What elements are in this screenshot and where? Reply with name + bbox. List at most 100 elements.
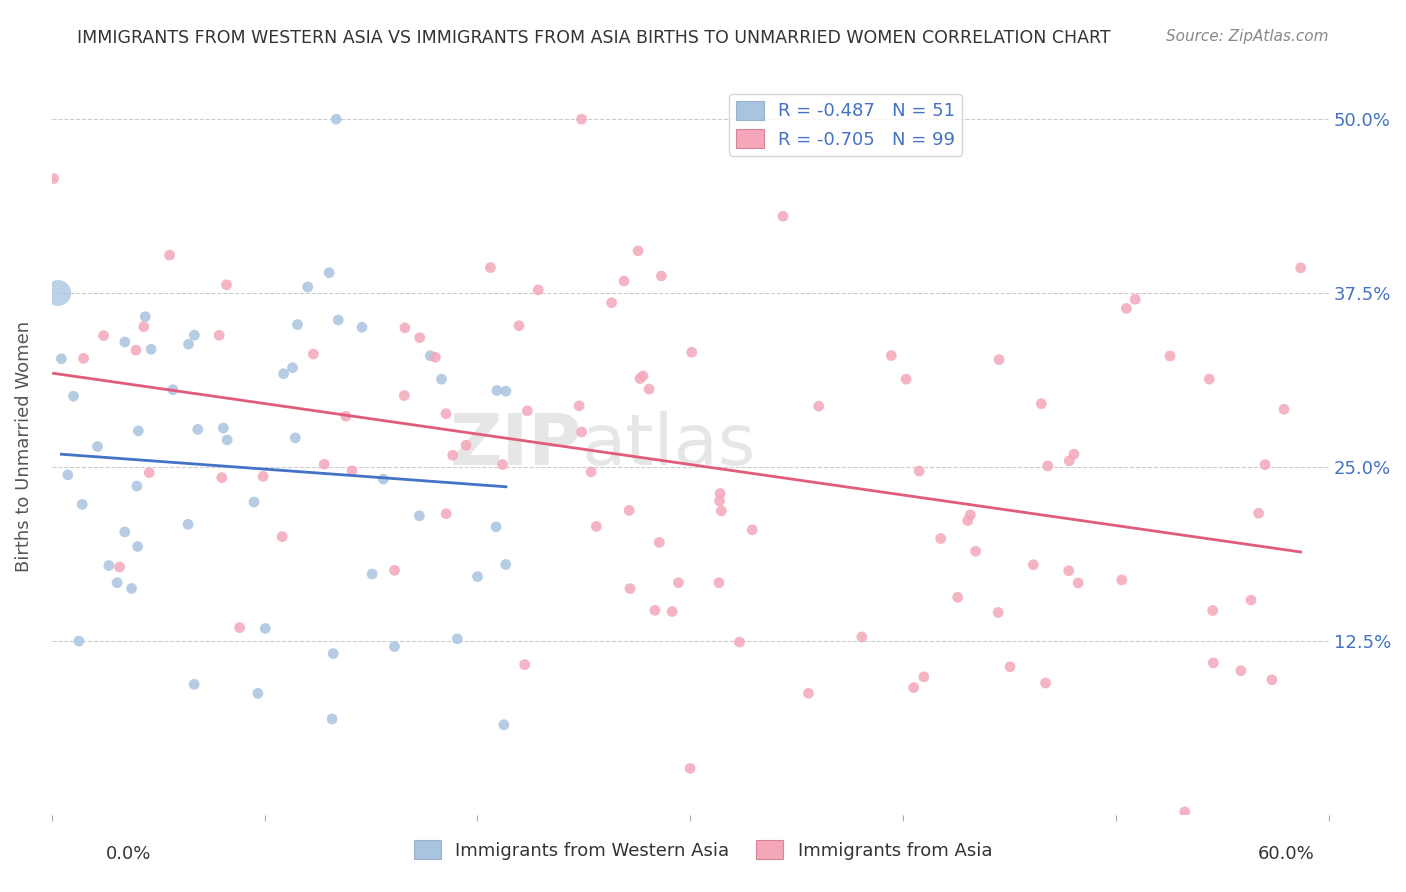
Point [105, 575, 128, 590]
Text: 60.0%: 60.0% [1258, 845, 1315, 863]
Point [243, 495, 266, 509]
Point [1036, 458, 1059, 473]
Point [467, 569, 489, 583]
Point [208, 328, 231, 343]
Point [302, 347, 325, 361]
Point [679, 761, 702, 775]
Point [321, 712, 343, 726]
Point [1063, 447, 1085, 461]
Point [631, 368, 654, 383]
Point [127, 424, 149, 438]
Point [187, 422, 209, 436]
Point [1174, 805, 1197, 819]
Point [254, 622, 277, 636]
Point [638, 382, 661, 396]
Point [728, 635, 751, 649]
Point [228, 621, 250, 635]
Point [138, 466, 160, 480]
Point [681, 345, 703, 359]
Point [284, 431, 307, 445]
Point [1031, 397, 1053, 411]
Point [797, 686, 820, 700]
Point [1111, 573, 1133, 587]
Point [314, 457, 336, 471]
Point [177, 337, 200, 351]
Point [425, 351, 447, 365]
Point [394, 321, 416, 335]
Point [434, 507, 457, 521]
Point [42, 171, 65, 186]
Text: ZIP: ZIP [450, 411, 582, 481]
Point [215, 277, 238, 292]
Point [273, 367, 295, 381]
Point [62, 389, 84, 403]
Point [772, 209, 794, 223]
Point [1057, 564, 1080, 578]
Point [322, 647, 344, 661]
Point [1240, 593, 1263, 607]
Point [912, 670, 935, 684]
Point [965, 544, 987, 558]
Point [335, 409, 357, 424]
Point [485, 384, 508, 398]
Point [86, 440, 108, 454]
Point [72, 351, 94, 366]
Point [1247, 506, 1270, 520]
Point [56, 467, 79, 482]
Text: atlas: atlas [582, 411, 756, 481]
Point [246, 686, 269, 700]
Point [409, 331, 432, 345]
Point [408, 508, 430, 523]
Point [491, 458, 513, 472]
Point [67, 634, 90, 648]
Point [579, 465, 602, 479]
Y-axis label: Births to Unmarried Women: Births to Unmarried Women [15, 320, 32, 572]
Point [894, 372, 917, 386]
Point [46, 285, 69, 300]
Point [644, 603, 666, 617]
Point [929, 532, 952, 546]
Point [340, 464, 363, 478]
Point [350, 320, 373, 334]
Point [454, 438, 477, 452]
Point [613, 274, 636, 288]
Point [212, 421, 235, 435]
Point [508, 318, 530, 333]
Text: Source: ZipAtlas.com: Source: ZipAtlas.com [1166, 29, 1329, 44]
Point [880, 349, 903, 363]
Point [384, 563, 406, 577]
Point [807, 399, 830, 413]
Point [121, 582, 143, 596]
Point [1272, 402, 1295, 417]
Point [132, 319, 155, 334]
Point [709, 486, 731, 500]
Point [441, 448, 464, 462]
Text: IMMIGRANTS FROM WESTERN ASIA VS IMMIGRANTS FROM ASIA BIRTHS TO UNMARRIED WOMEN C: IMMIGRANTS FROM WESTERN ASIA VS IMMIGRAN… [77, 29, 1111, 46]
Point [495, 384, 517, 399]
Point [707, 575, 730, 590]
Point [987, 606, 1010, 620]
Point [516, 404, 538, 418]
Point [97, 558, 120, 573]
Point [1159, 349, 1181, 363]
Point [495, 558, 517, 572]
Point [373, 472, 395, 486]
Point [600, 295, 623, 310]
Point [956, 514, 979, 528]
Point [628, 371, 651, 385]
Point [252, 469, 274, 483]
Point [297, 280, 319, 294]
Point [159, 248, 181, 262]
Point [710, 504, 733, 518]
Point [908, 464, 931, 478]
Point [446, 632, 468, 646]
Point [568, 399, 591, 413]
Point [162, 383, 184, 397]
Point [650, 268, 672, 283]
Point [479, 260, 502, 275]
Point [1289, 260, 1312, 275]
Point [709, 494, 731, 508]
Point [114, 524, 136, 539]
Point [127, 540, 149, 554]
Point [1202, 603, 1225, 617]
